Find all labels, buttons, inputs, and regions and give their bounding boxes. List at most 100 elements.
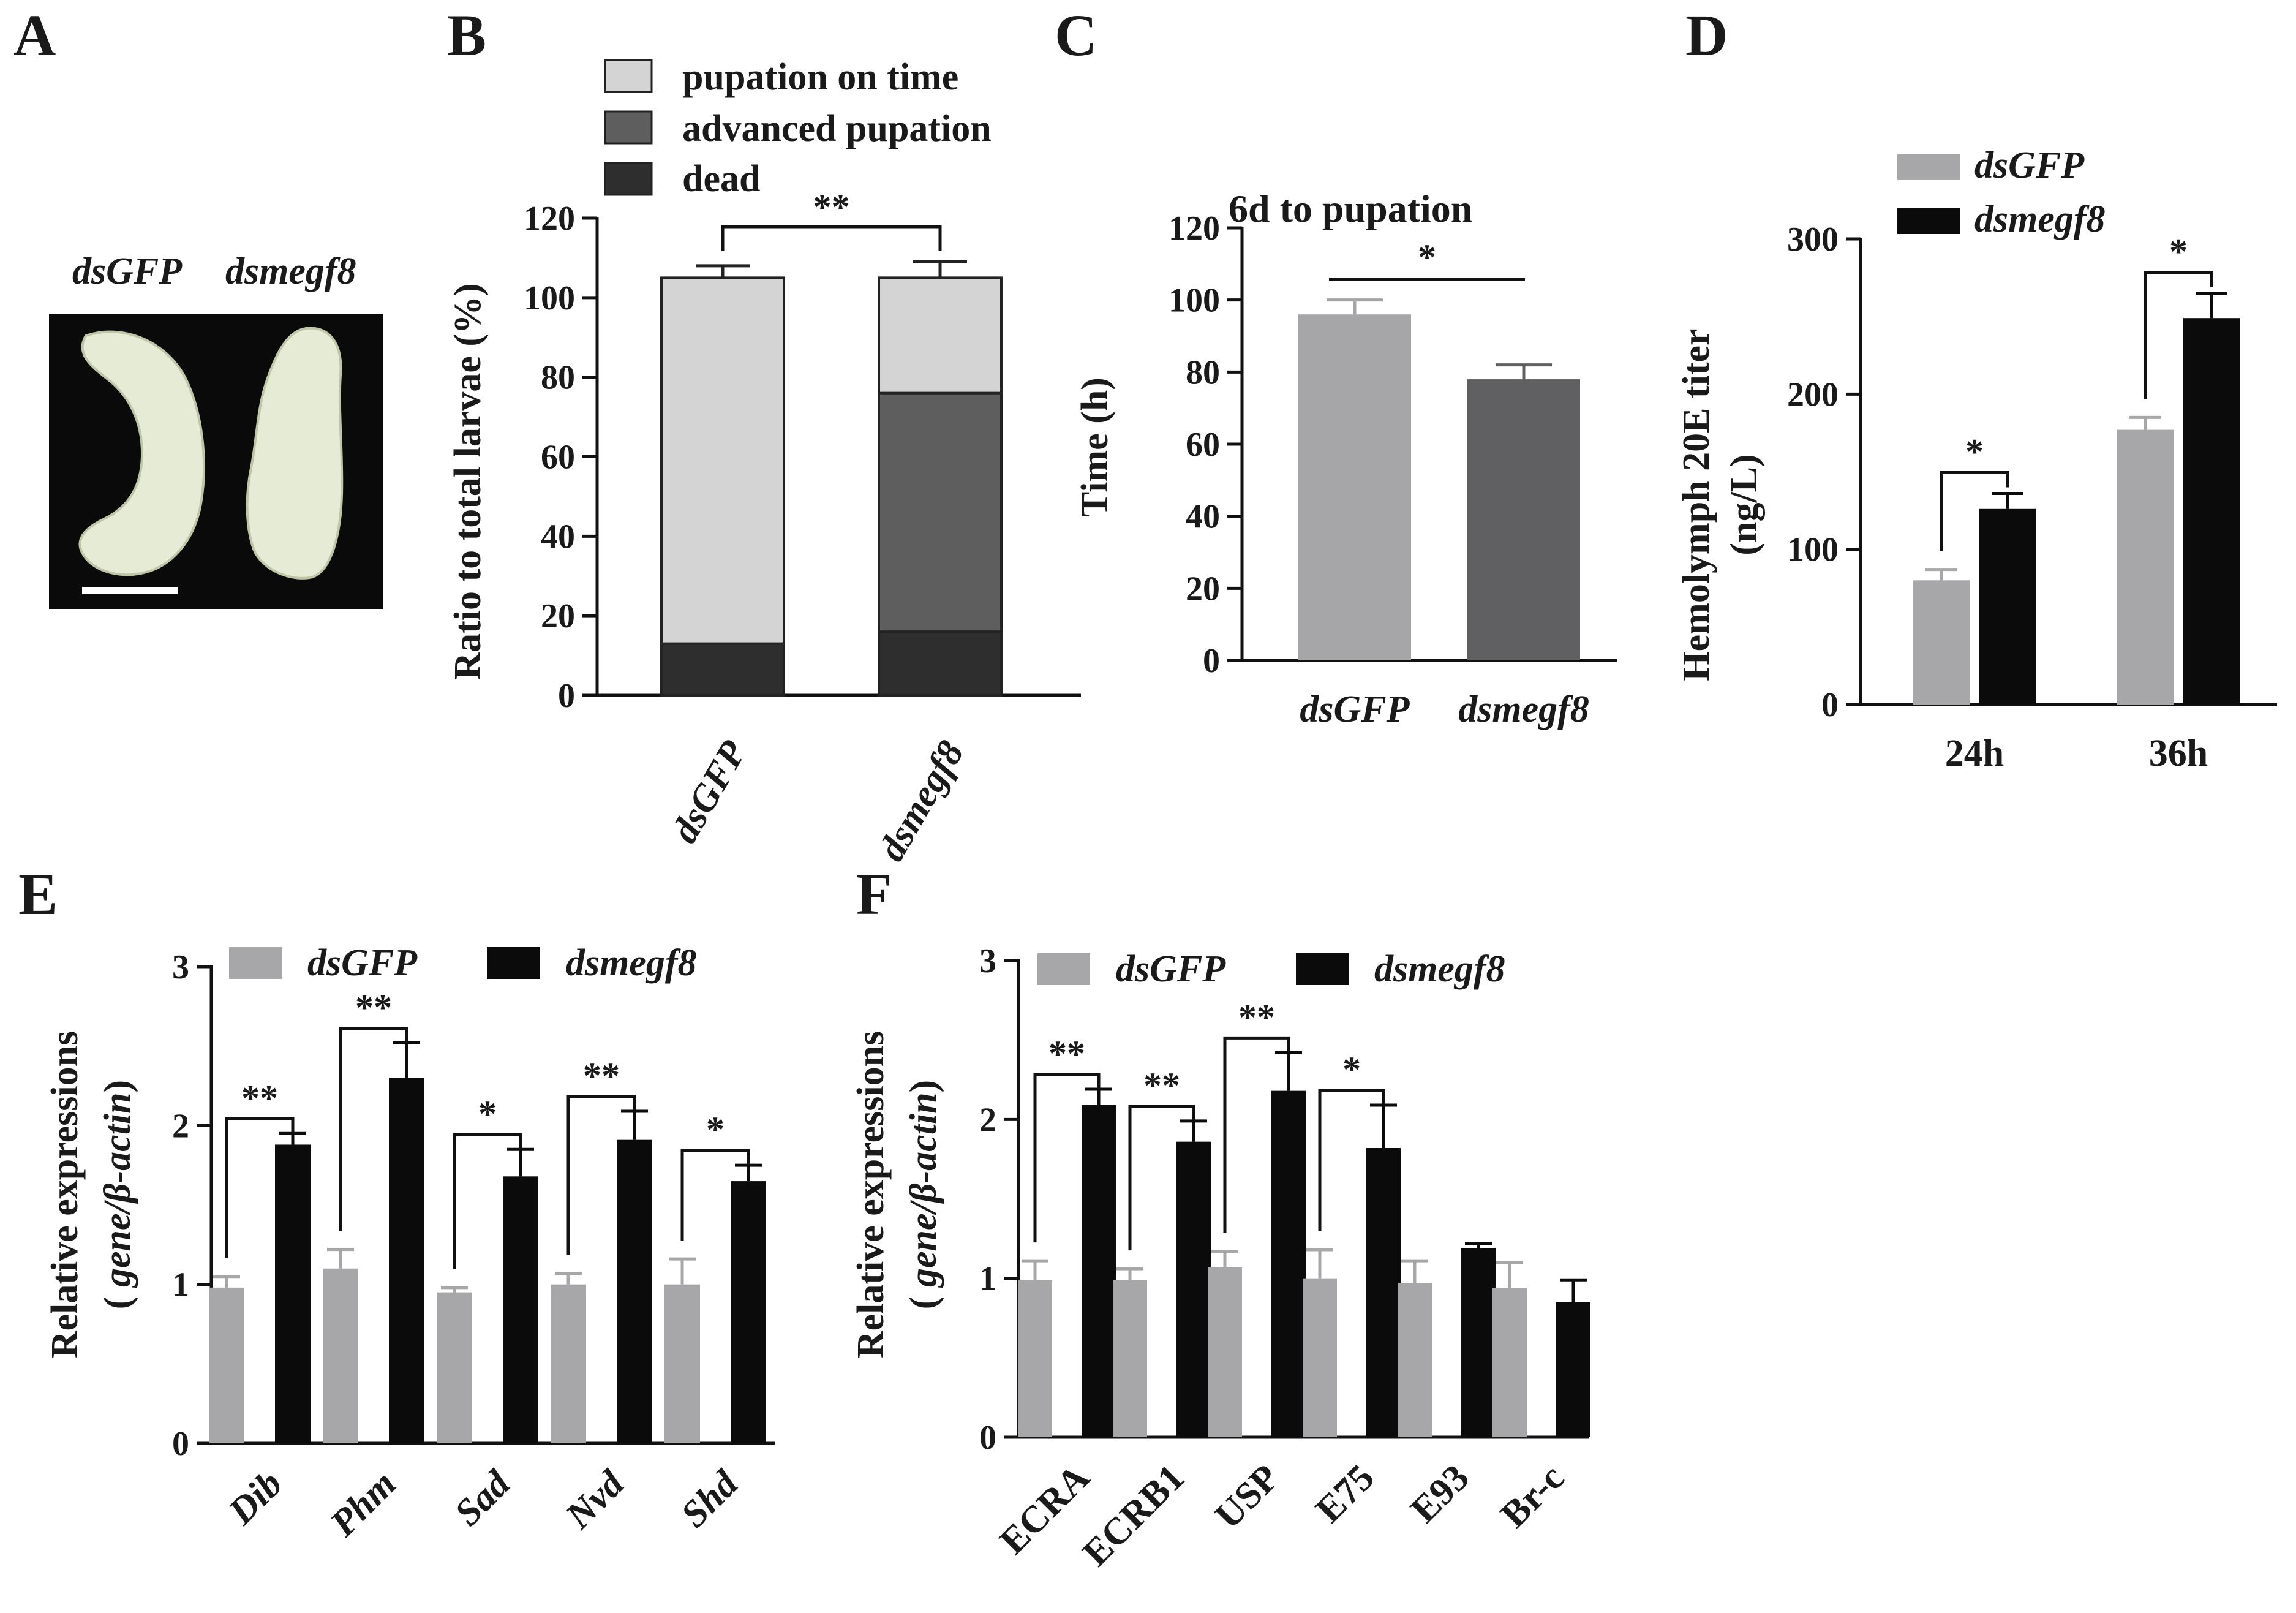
chart-f-bar	[1556, 1302, 1590, 1437]
larva-dsmegf8	[246, 327, 344, 580]
legend-swatch-dsgfp	[229, 947, 282, 979]
chart-c-ylabel: Time (h)	[1074, 377, 1116, 517]
chart-e-x-label: Dib	[220, 1463, 290, 1533]
chart-f-x-label: ECRB1	[1075, 1457, 1192, 1574]
chart-e-ylabel-italic: gene/β-actin	[97, 1092, 138, 1288]
chart-b-bar-segment	[878, 391, 1003, 633]
chart-b-x-label: dsGFP	[664, 733, 755, 850]
chart-d-y-tick-label: 200	[1787, 376, 1839, 414]
chart-b-y-tick-label: 40	[541, 518, 575, 556]
chart-d-y-tick-label: 0	[1821, 686, 1839, 724]
legend-swatch-on-time	[604, 59, 653, 93]
chart-c-subtitle: 6d to pupation	[1229, 187, 1472, 230]
chart-e-plot: 0 1 2 3 ** Dib ** Phm * Sad ** Nvd * Shd	[172, 948, 775, 1545]
scale-bar	[82, 587, 178, 594]
chart-e-x-label: Nvd	[557, 1462, 633, 1538]
chart-b-bar-segment	[878, 630, 1003, 697]
chart-b-y-tick-label: 100	[524, 279, 575, 317]
chart-f-bar	[1303, 1278, 1337, 1437]
legend-swatch-dsgfp	[1037, 953, 1090, 985]
chart-d-plot: 0 100 200 300 * 24h * 36h	[1787, 221, 2277, 774]
chart-f-ylabel: Relative expressions	[850, 1031, 892, 1358]
chart-e-significance-label: **	[355, 987, 392, 1027]
chart-d-y-tick-label: 100	[1787, 531, 1839, 569]
chart-b-significance-bracket	[721, 225, 942, 251]
chart-e-significance-bracket	[225, 1117, 295, 1258]
chart-e-bar	[551, 1284, 586, 1443]
chart-f-bar	[1176, 1141, 1211, 1437]
legend-swatch-dsgfp	[1897, 154, 1960, 180]
legend-swatch-dsmegf8	[1897, 208, 1960, 234]
chart-e-y-tick-label: 1	[172, 1266, 189, 1304]
chart-e-x-label: Shd	[673, 1462, 746, 1535]
chart-b-ylabel: Ratio to total larvae (%)	[447, 283, 489, 679]
chart-f-bar	[1208, 1267, 1242, 1437]
chart-b-bar-segment	[660, 276, 785, 645]
chart-e-significance-label: *	[478, 1094, 497, 1134]
chart-f-bar	[1113, 1280, 1147, 1437]
panel-letter-d: D	[1685, 2, 1728, 68]
chart-e-significance-bracket	[680, 1149, 750, 1241]
photo-label-dsmegf8: dsmegf8	[225, 251, 356, 292]
chart-b-legend: pupation on time advanced pupation dead	[604, 56, 992, 200]
panel-letter-e: E	[18, 861, 58, 927]
chart-e-ylabel-close: )	[97, 1080, 138, 1093]
photo-labels: dsGFP dsmegf8	[72, 251, 356, 292]
chart-c-y-tick-label: 20	[1186, 570, 1220, 608]
chart-e-bar	[617, 1139, 652, 1443]
legend-label-on-time: pupation on time	[682, 56, 958, 98]
chart-e-bar	[323, 1268, 358, 1443]
chart-f-ylabel-unit: ( gene/β-actin)	[903, 1080, 944, 1309]
larva-dsgfp	[78, 330, 205, 576]
chart-f-bar	[1492, 1288, 1527, 1437]
chart-d-ylabel: Hemolymph 20E titer	[1676, 328, 1717, 681]
chart-d-bar	[1913, 580, 1970, 705]
chart-b-plot: 0 20 40 60 80 100 120 dsGFP dsmegf8 **	[524, 187, 1081, 868]
chart-d-y-tick-label: 300	[1787, 221, 1839, 259]
chart-f-ylabel-italic: gene/β-actin	[903, 1092, 944, 1288]
chart-d-bar	[2117, 429, 2174, 705]
chart-e-significance-bracket	[339, 1026, 408, 1231]
chart-f-x-label: Br-c	[1493, 1457, 1572, 1536]
chart-f-significance-bracket	[1128, 1105, 1195, 1251]
chart-e-ylabel-open: (	[97, 1287, 138, 1309]
chart-f-ylabel-close: )	[903, 1080, 944, 1093]
chart-c-bar	[1467, 379, 1580, 660]
chart-c-y-tick-label: 120	[1169, 210, 1220, 247]
panel-letter-a: A	[13, 2, 56, 68]
chart-f-ylabel-open: (	[903, 1287, 944, 1309]
chart-f-bar	[1082, 1105, 1116, 1437]
chart-f-y-tick-label: 2	[979, 1101, 996, 1139]
chart-e-ylabel-unit: ( gene/β-actin)	[97, 1080, 138, 1309]
panel-letter-f: F	[856, 861, 892, 927]
chart-f-bar	[1366, 1148, 1401, 1437]
chart-d-significance-bracket	[2144, 271, 2213, 399]
chart-e-bar	[503, 1176, 538, 1443]
chart-e-y-tick-label: 2	[172, 1107, 189, 1145]
legend-label-dsgfp: dsGFP	[307, 942, 418, 984]
chart-e-bar	[389, 1078, 424, 1443]
larvae-photo	[49, 314, 383, 609]
chart-b-y-tick-label: 120	[524, 200, 575, 238]
chart-f-x-label: E75	[1308, 1457, 1382, 1531]
legend-label-dsmegf8: dsmegf8	[1374, 948, 1505, 990]
chart-f-bar	[1271, 1090, 1306, 1437]
chart-e-bar	[731, 1181, 766, 1443]
chart-e-y-tick-label: 0	[172, 1425, 189, 1463]
chart-d-x-label: 36h	[2149, 733, 2208, 774]
chart-e-y-tick-label: 3	[172, 948, 189, 986]
chart-e-legend: dsGFP dsmegf8	[229, 942, 697, 984]
chart-b-significance-label: **	[813, 187, 850, 227]
chart-d-significance-label: *	[2169, 232, 2188, 272]
chart-c-plot: 0 20 40 60 80 100 120 dsGFP dsmegf8 *	[1169, 210, 1617, 730]
chart-e-significance-bracket	[566, 1095, 636, 1255]
legend-label-dsmegf8: dsmegf8	[1974, 198, 2106, 240]
legend-swatch-dsmegf8	[487, 947, 540, 979]
chart-f-significance-label: **	[1048, 1033, 1085, 1074]
chart-c-y-tick-label: 100	[1169, 282, 1220, 320]
chart-e-significance-bracket	[453, 1133, 522, 1269]
chart-c-x-label: dsmegf8	[1458, 689, 1589, 730]
legend-label-dsgfp: dsGFP	[1116, 948, 1226, 990]
chart-d-significance-bracket	[1940, 470, 2009, 551]
